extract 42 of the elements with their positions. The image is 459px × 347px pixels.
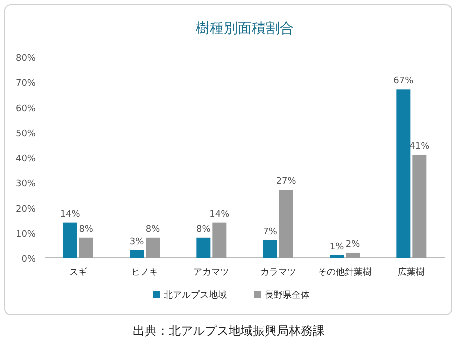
- x-tick-label: 広葉樹: [398, 267, 426, 278]
- x-tick-label: ヒノキ: [132, 268, 158, 278]
- bar: [196, 238, 211, 258]
- data-label: 8%: [146, 224, 161, 235]
- bar: [330, 255, 344, 258]
- bar: [279, 190, 294, 258]
- y-tick-label: 60%: [16, 104, 36, 114]
- legend-label: 北アルプス地域: [164, 290, 227, 301]
- bar: [412, 154, 427, 258]
- source-note: 出典：北アルプス地域振興局林務課: [133, 324, 325, 338]
- bar: [212, 222, 227, 258]
- data-label: 67%: [394, 76, 414, 87]
- y-tick-label: 0%: [22, 255, 36, 265]
- y-tick-label: 30%: [16, 180, 36, 190]
- x-tick-label: スギ: [69, 267, 88, 278]
- y-tick-label: 40%: [16, 154, 36, 164]
- data-label: 8%: [79, 224, 94, 235]
- bar: [263, 240, 278, 258]
- y-tick-label: 70%: [16, 79, 36, 90]
- x-tick-label: その他針葉樹: [318, 267, 372, 278]
- chart-title: 樹種別面積割合: [196, 21, 294, 37]
- bar: [63, 222, 78, 258]
- data-label: 14%: [60, 210, 81, 220]
- bar: [130, 250, 144, 258]
- y-tick-label: 10%: [16, 230, 36, 240]
- bar: [396, 90, 411, 258]
- data-label: 1%: [330, 242, 345, 252]
- x-tick-label: アカマツ: [194, 268, 230, 278]
- data-label: 2%: [346, 240, 361, 250]
- bar: [146, 238, 160, 258]
- x-tick-label: カラマツ: [260, 268, 296, 278]
- y-tick-label: 80%: [16, 54, 36, 64]
- bar: [346, 252, 360, 258]
- data-label: 27%: [276, 177, 297, 188]
- data-label: 14%: [210, 210, 230, 220]
- y-tick-label: 50%: [16, 129, 36, 140]
- y-tick-label: 20%: [16, 204, 36, 215]
- bar: [79, 238, 94, 258]
- data-label: 8%: [196, 224, 212, 235]
- data-label: 3%: [130, 237, 145, 248]
- legend-label: 長野県全体: [265, 290, 310, 301]
- data-label: 7%: [263, 227, 278, 238]
